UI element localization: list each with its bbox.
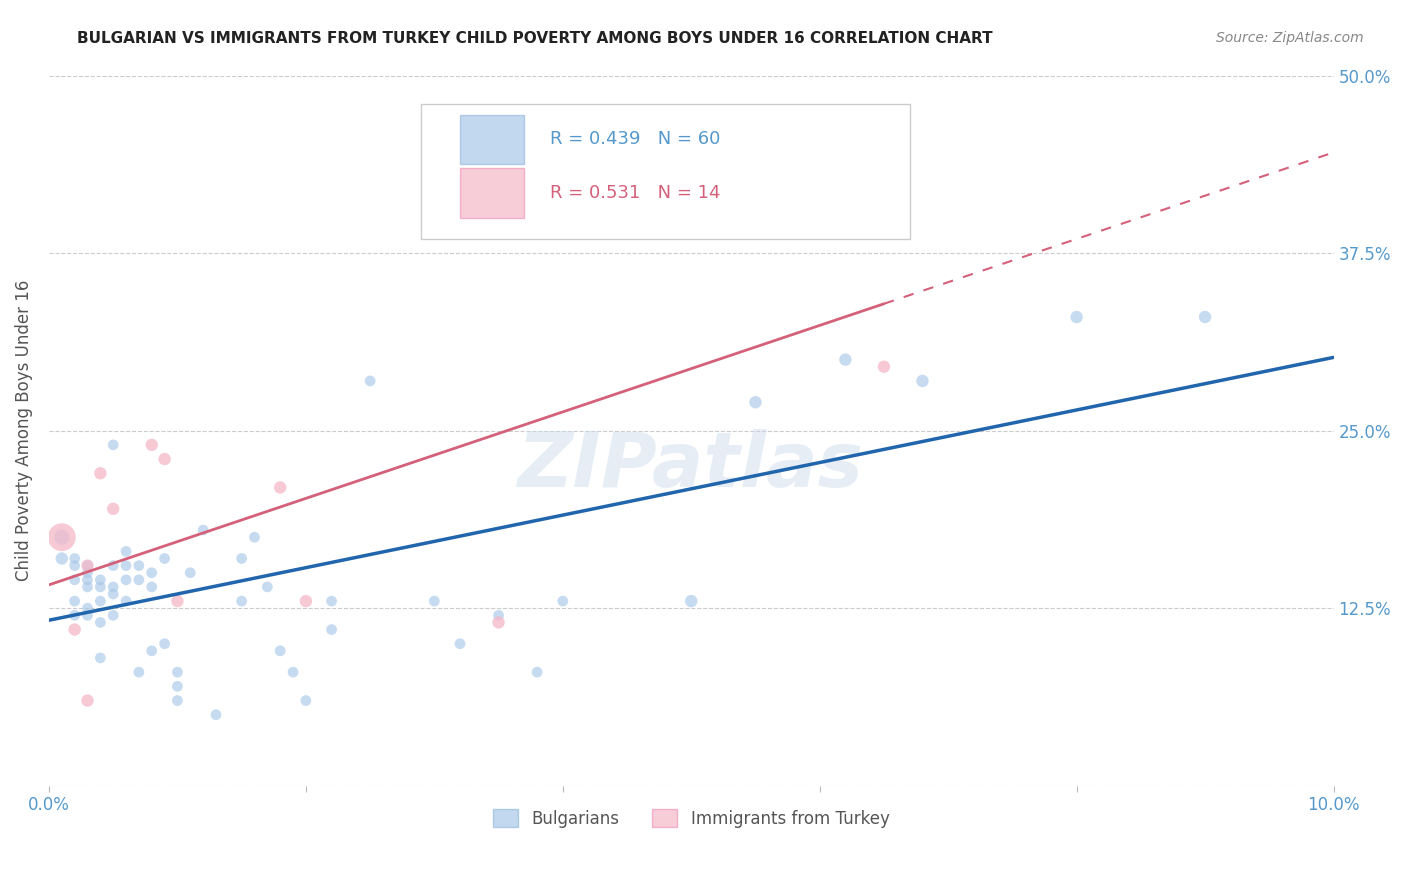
Point xyxy=(141,580,163,594)
Text: R = 0.531   N = 14: R = 0.531 N = 14 xyxy=(550,184,720,202)
Point xyxy=(243,530,266,544)
Point xyxy=(873,359,896,374)
Point xyxy=(51,530,73,544)
Point xyxy=(526,665,548,680)
Point xyxy=(103,608,125,623)
Point xyxy=(63,608,86,623)
Point xyxy=(89,594,111,608)
Point xyxy=(166,665,188,680)
Point xyxy=(103,580,125,594)
Point xyxy=(834,352,856,367)
Point xyxy=(744,395,766,409)
Point xyxy=(488,608,510,623)
Text: R = 0.439   N = 60: R = 0.439 N = 60 xyxy=(550,130,720,148)
Point xyxy=(89,651,111,665)
Point xyxy=(681,594,703,608)
Text: Source: ZipAtlas.com: Source: ZipAtlas.com xyxy=(1216,31,1364,45)
Point xyxy=(115,594,138,608)
Point xyxy=(231,594,253,608)
Point xyxy=(103,558,125,573)
Point xyxy=(153,637,176,651)
Point xyxy=(269,644,291,658)
Point xyxy=(76,566,98,580)
Point xyxy=(76,558,98,573)
Point xyxy=(76,573,98,587)
Point xyxy=(321,623,343,637)
Point xyxy=(63,573,86,587)
Point xyxy=(63,558,86,573)
Point xyxy=(281,665,304,680)
Point xyxy=(63,594,86,608)
Point xyxy=(295,594,318,608)
FancyBboxPatch shape xyxy=(460,114,524,164)
Point xyxy=(449,637,471,651)
Point xyxy=(76,601,98,615)
Point xyxy=(141,566,163,580)
Point xyxy=(359,374,381,388)
Point xyxy=(128,665,150,680)
Point xyxy=(1194,310,1216,324)
FancyBboxPatch shape xyxy=(422,104,910,239)
Point xyxy=(128,558,150,573)
Point xyxy=(76,608,98,623)
Point xyxy=(89,467,111,481)
Point xyxy=(103,501,125,516)
Point xyxy=(128,573,150,587)
Point xyxy=(63,551,86,566)
Point xyxy=(166,594,188,608)
Point xyxy=(89,580,111,594)
Point xyxy=(153,551,176,566)
Point xyxy=(141,644,163,658)
Point xyxy=(103,438,125,452)
Point xyxy=(423,594,446,608)
Y-axis label: Child Poverty Among Boys Under 16: Child Poverty Among Boys Under 16 xyxy=(15,280,32,582)
Point xyxy=(103,587,125,601)
Point xyxy=(911,374,934,388)
Point xyxy=(1066,310,1088,324)
Legend: Bulgarians, Immigrants from Turkey: Bulgarians, Immigrants from Turkey xyxy=(486,803,897,834)
Point xyxy=(191,523,214,537)
Text: ZIPatlas: ZIPatlas xyxy=(519,429,865,503)
Point xyxy=(51,530,73,544)
Point xyxy=(89,573,111,587)
Point xyxy=(89,615,111,630)
Point xyxy=(166,693,188,707)
Point xyxy=(63,623,86,637)
Point xyxy=(115,558,138,573)
Point xyxy=(205,707,228,722)
Point xyxy=(76,558,98,573)
Point xyxy=(141,438,163,452)
Point xyxy=(808,132,831,146)
Point xyxy=(551,594,574,608)
Point xyxy=(269,480,291,494)
Point xyxy=(295,693,318,707)
Point xyxy=(488,615,510,630)
Point xyxy=(51,551,73,566)
Point xyxy=(231,551,253,566)
FancyBboxPatch shape xyxy=(460,168,524,218)
Point xyxy=(76,580,98,594)
Point xyxy=(256,580,278,594)
Point xyxy=(153,452,176,467)
Point xyxy=(179,566,201,580)
Point xyxy=(115,573,138,587)
Point xyxy=(321,594,343,608)
Point xyxy=(76,693,98,707)
Text: BULGARIAN VS IMMIGRANTS FROM TURKEY CHILD POVERTY AMONG BOYS UNDER 16 CORRELATIO: BULGARIAN VS IMMIGRANTS FROM TURKEY CHIL… xyxy=(77,31,993,46)
Point xyxy=(115,544,138,558)
Point xyxy=(166,679,188,693)
